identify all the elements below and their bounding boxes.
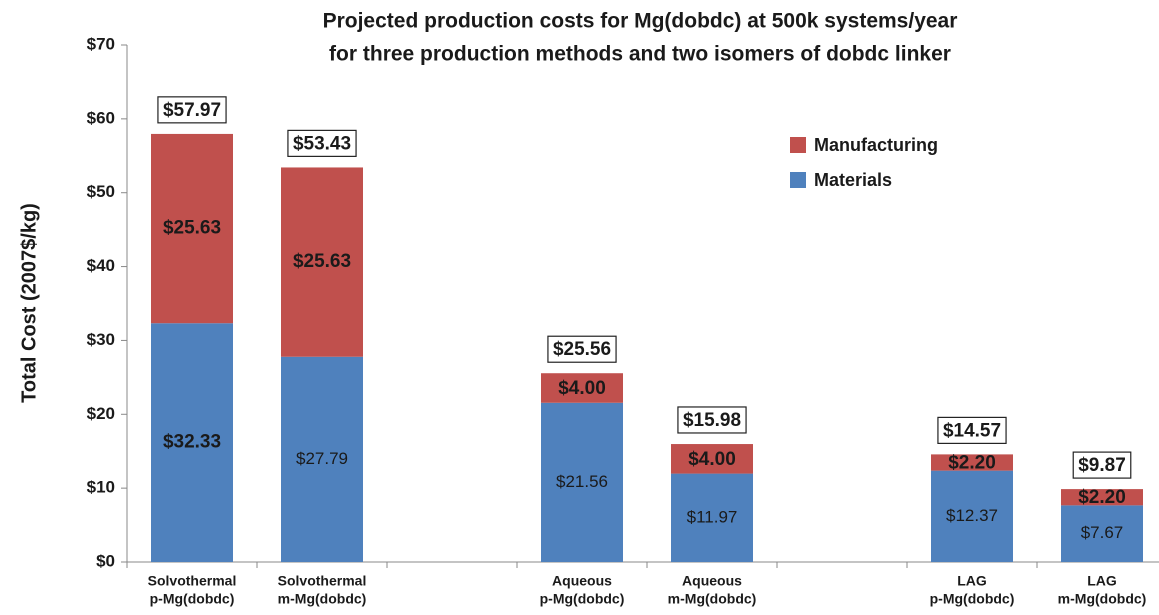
x-tick-label: Solvothermal: [278, 573, 367, 589]
legend-label: Manufacturing: [814, 135, 938, 155]
x-tick-label: Solvothermal: [148, 573, 237, 589]
bar-segment: [281, 167, 363, 357]
chart-title: for three production methods and two iso…: [329, 43, 951, 66]
bar-segment: [671, 444, 753, 474]
data-label: $4.00: [688, 449, 736, 470]
total-box: [1072, 451, 1132, 479]
y-tick-label: $30: [87, 330, 115, 349]
total-box: [287, 129, 357, 157]
y-tick-label: $0: [96, 551, 115, 570]
x-tick-label: Aqueous: [552, 573, 612, 589]
x-tick-label: m-Mg(dobdc): [278, 591, 367, 607]
total-label: $53.43: [293, 133, 351, 154]
x-tick-label: p-Mg(dobdc): [150, 591, 235, 607]
bar-segment: [1061, 489, 1143, 506]
bar-segment: [931, 454, 1013, 471]
data-label: $21.56: [556, 472, 608, 491]
total-label: $15.98: [683, 410, 741, 431]
legend-swatch: [790, 172, 806, 188]
bar-segment: [1061, 505, 1143, 562]
data-label: $32.33: [163, 432, 221, 453]
x-tick-label: LAG: [1087, 573, 1117, 589]
y-tick-label: $20: [87, 404, 115, 423]
data-label: $2.20: [1078, 487, 1126, 508]
data-label: $12.37: [946, 506, 998, 525]
total-label: $57.97: [163, 100, 221, 121]
data-label: $25.63: [293, 251, 351, 272]
bar-segment: [151, 133, 233, 324]
data-label: $27.79: [296, 449, 348, 468]
x-tick-label: m-Mg(dobdc): [668, 591, 757, 607]
x-tick-label: Aqueous: [682, 573, 742, 589]
total-label: $14.57: [943, 420, 1001, 441]
legend-swatch: [790, 137, 806, 153]
y-axis-label: Total Cost (2007$/kg): [18, 203, 40, 403]
data-label: $25.63: [163, 218, 221, 239]
y-tick-label: $50: [87, 182, 115, 201]
total-label: $25.56: [553, 339, 611, 360]
y-tick-label: $10: [87, 478, 115, 497]
bar-segment: [671, 473, 753, 562]
y-tick-label: $60: [87, 108, 115, 127]
y-tick-label: $70: [87, 34, 115, 53]
x-tick-label: LAG: [957, 573, 987, 589]
bar-segment: [931, 470, 1013, 562]
x-tick-label: p-Mg(dobdc): [930, 591, 1015, 607]
bar-segment: [541, 402, 623, 562]
bar-segment: [151, 323, 233, 562]
total-box: [677, 406, 747, 434]
data-label: $4.00: [558, 378, 606, 399]
y-tick-label: $40: [87, 256, 115, 275]
total-box: [937, 416, 1007, 444]
legend-label: Materials: [814, 170, 892, 190]
data-label: $7.67: [1081, 523, 1124, 542]
total-box: [157, 96, 227, 124]
total-box: [547, 335, 617, 363]
data-label: $2.20: [948, 453, 996, 474]
total-label: $9.87: [1078, 455, 1126, 476]
x-tick-label: p-Mg(dobdc): [540, 591, 625, 607]
x-tick-label: m-Mg(dobdc): [1058, 591, 1147, 607]
chart-title: Projected production costs for Mg(dobdc)…: [323, 10, 958, 33]
data-label: $11.97: [687, 507, 738, 526]
bar-segment: [541, 373, 623, 403]
bar-segment: [281, 356, 363, 562]
